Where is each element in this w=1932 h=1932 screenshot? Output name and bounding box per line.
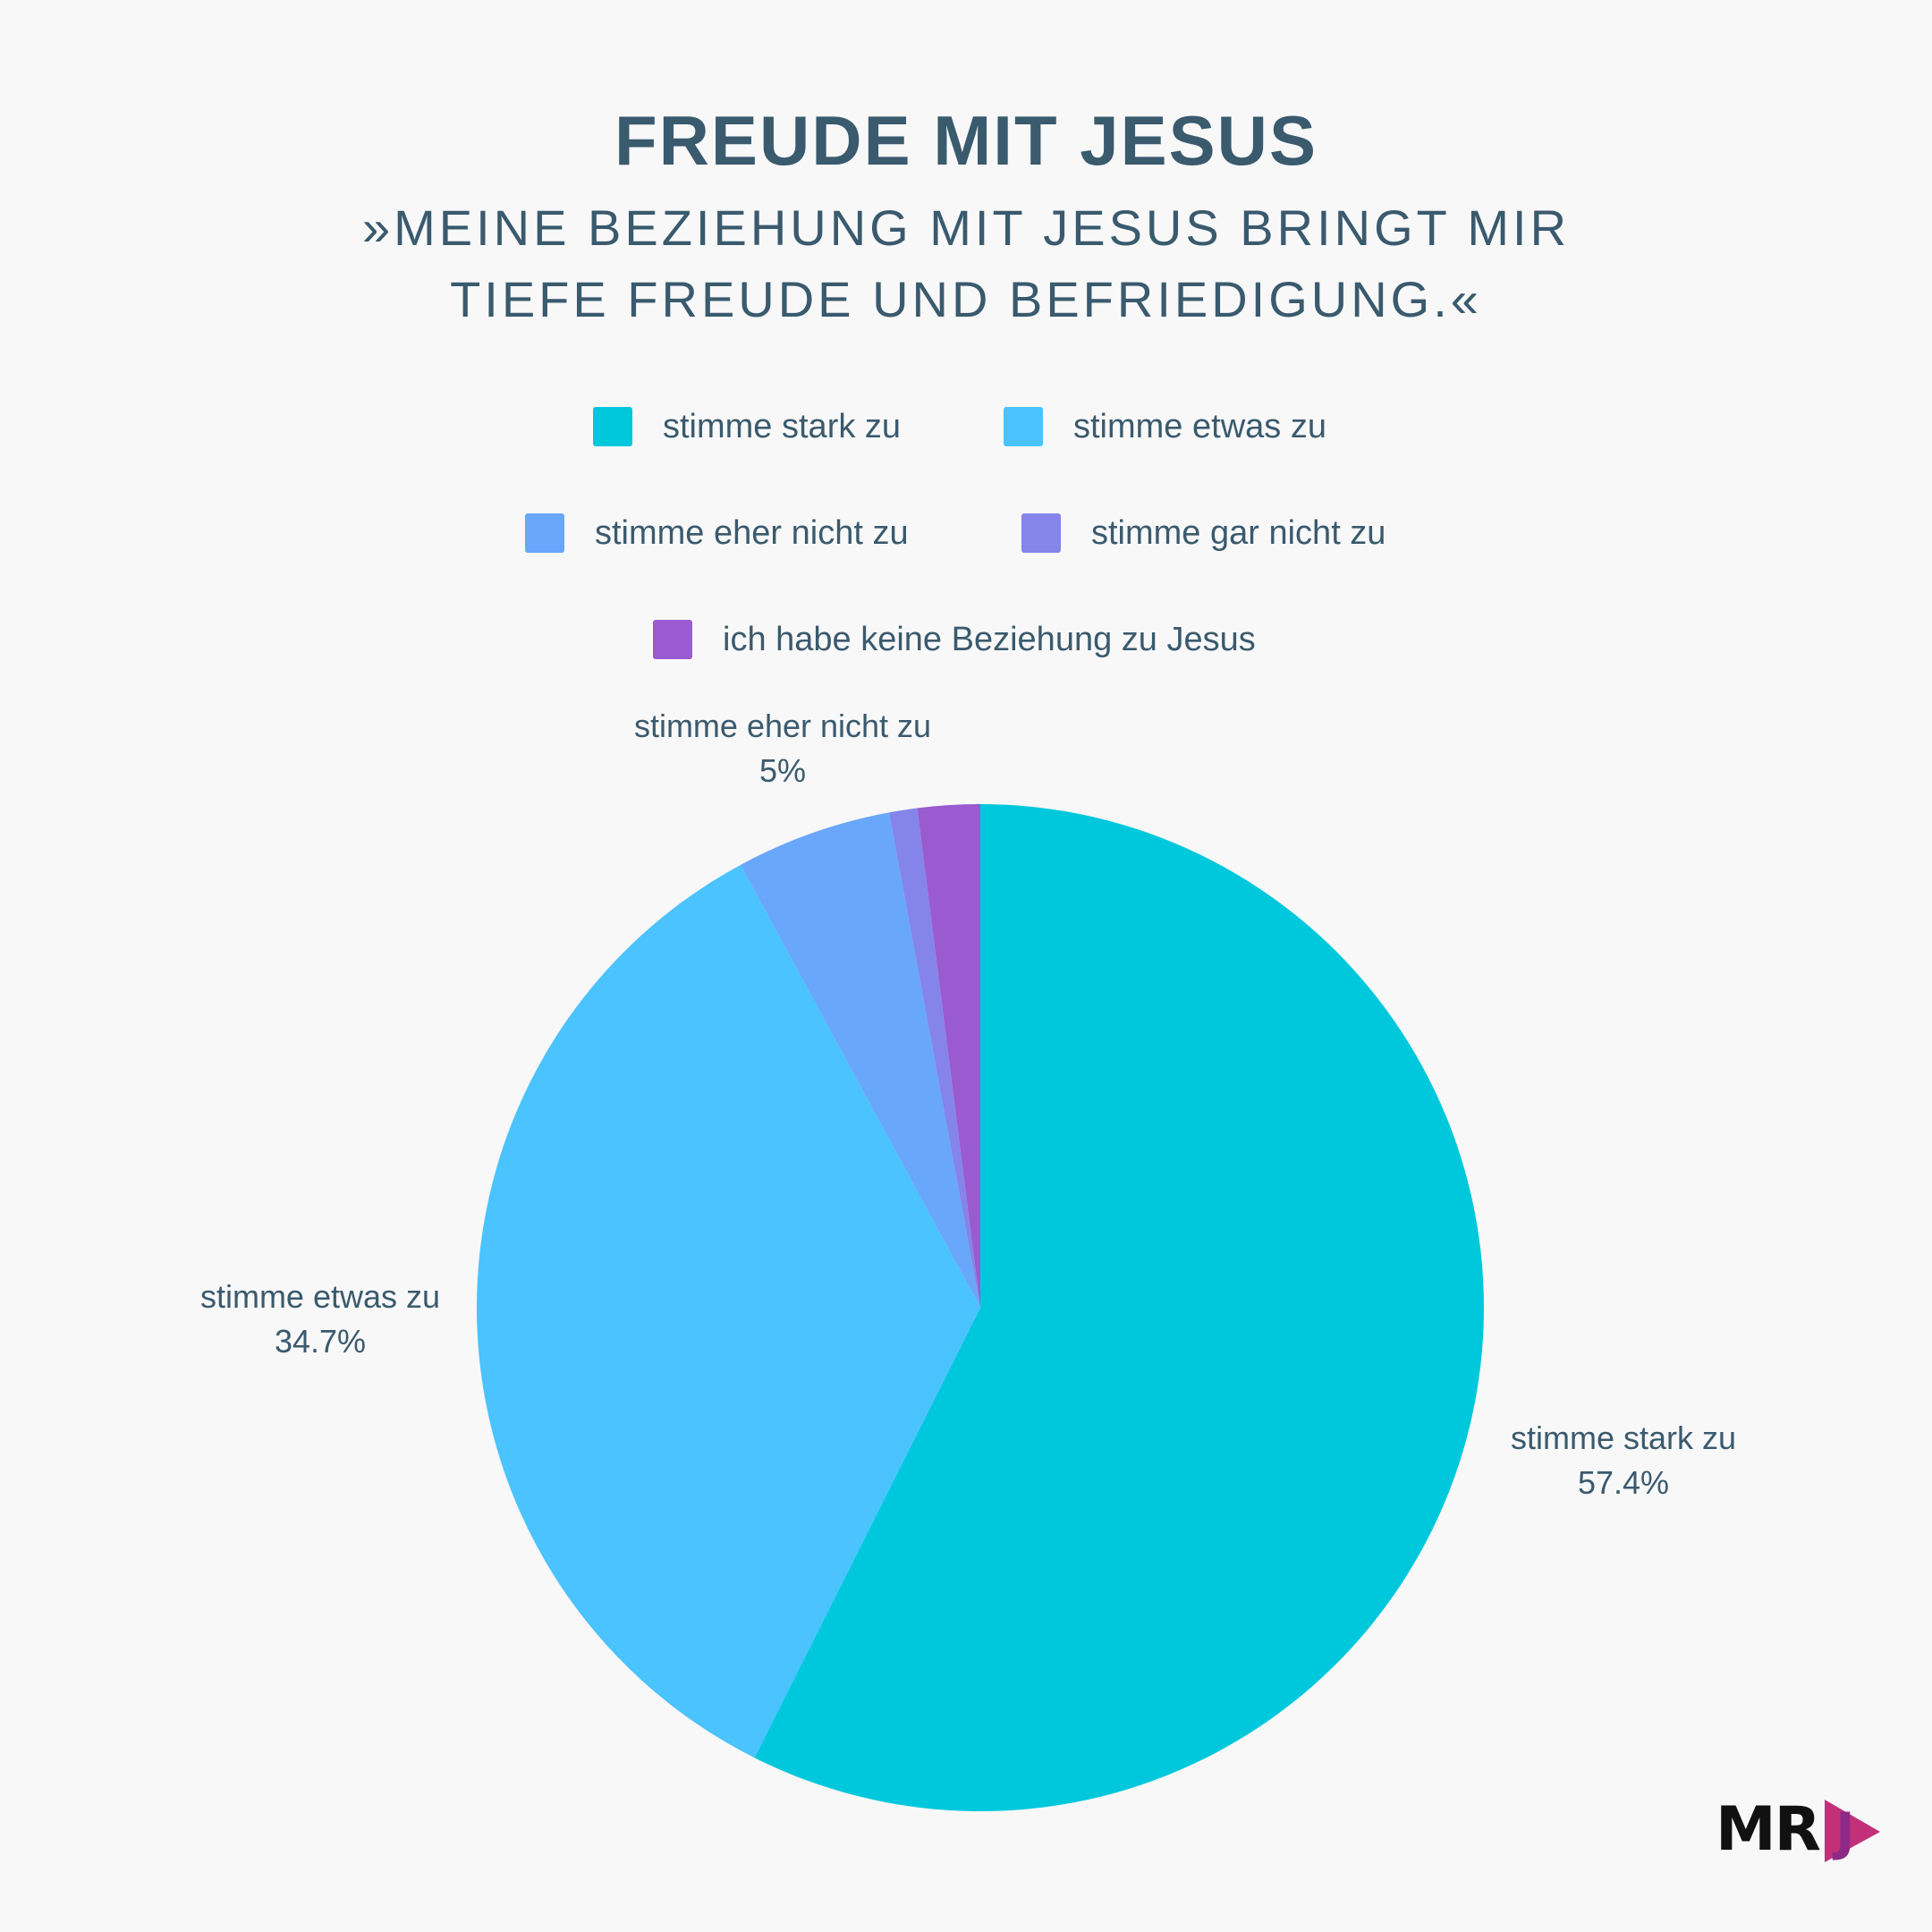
- legend-item-stimme-stark-zu: stimme stark zu: [593, 406, 901, 447]
- legend-label: ich habe keine Beziehung zu Jesus: [723, 620, 1256, 658]
- chart-subtitle-line-2: TIEFE FREUDE UND BEFRIEDIGUNG.«: [450, 271, 1482, 327]
- pie-slice-stimme-stark-zu: [754, 804, 1484, 1812]
- legend-swatch: [593, 407, 632, 446]
- mrj-logo: MR J: [1716, 1796, 1884, 1864]
- pie-label-name: stimme etwas zu: [200, 1278, 440, 1315]
- pie-label-value: 57.4%: [1578, 1464, 1669, 1501]
- legend-swatch: [1021, 513, 1061, 553]
- legend-label: stimme eher nicht zu: [595, 513, 909, 552]
- chart-title: FREUDE MIT JESUS: [614, 101, 1318, 180]
- pie-label-name: stimme stark zu: [1511, 1419, 1736, 1456]
- logo-play-j-icon: J: [1821, 1798, 1884, 1862]
- legend-item-stimme-eher-nicht-zu: stimme eher nicht zu: [525, 513, 909, 554]
- pie-slice-stimme-gar-nicht-zu: [888, 808, 980, 1308]
- pie-slice-stimme-etwas-zu: [477, 864, 980, 1758]
- pie-label-value: 5%: [759, 752, 806, 789]
- legend-swatch: [1004, 407, 1043, 446]
- legend-item-stimme-etwas-zu: stimme etwas zu: [1004, 406, 1326, 447]
- legend-label: stimme stark zu: [663, 407, 902, 445]
- pie-label-value: 34.7%: [275, 1323, 366, 1360]
- legend-label: stimme etwas zu: [1073, 407, 1326, 445]
- logo-text: MR: [1716, 1794, 1821, 1865]
- pie-slice-ich-habe-keine-beziehung-zu-jesus: [917, 804, 980, 1308]
- chart-subtitle-line-1: »MEINE BEZIEHUNG MIT JESUS BRINGT MIR: [361, 199, 1571, 256]
- legend-item-ich-habe-keine-beziehung-zu-jesus: ich habe keine Beziehung zu Jesus: [653, 619, 1256, 660]
- logo-j-letter: J: [1832, 1801, 1855, 1862]
- legend-swatch: [525, 513, 564, 553]
- legend-swatch: [653, 620, 692, 659]
- pie-label-name: stimme eher nicht zu: [634, 708, 931, 744]
- legend-label: stimme gar nicht zu: [1091, 513, 1386, 552]
- legend-item-stimme-gar-nicht-zu: stimme gar nicht zu: [1021, 513, 1385, 554]
- pie-slice-stimme-eher-nicht-zu: [740, 812, 980, 1308]
